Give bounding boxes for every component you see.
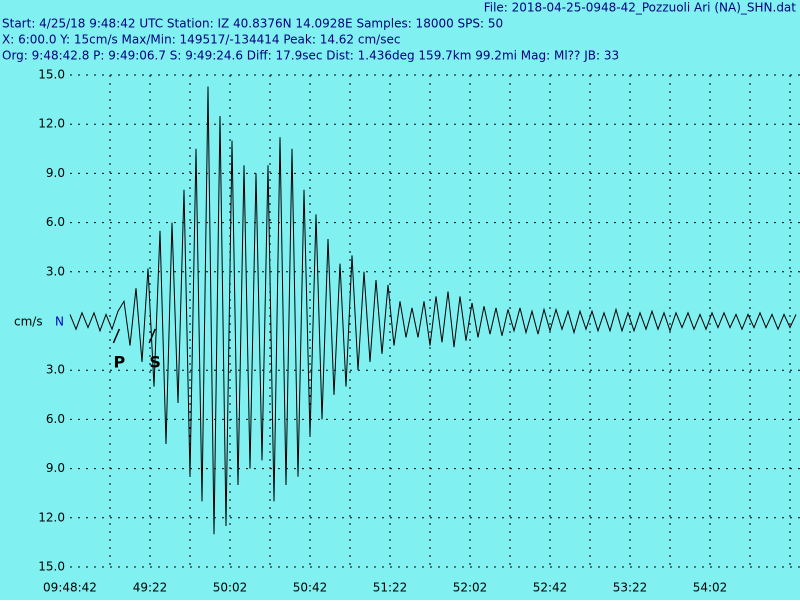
pick-marker [112, 328, 121, 344]
x-tick-label: 49:22 [133, 581, 168, 595]
y-tick-label: 3.0 [46, 264, 65, 278]
x-tick-label: 50:42 [293, 581, 328, 595]
origin-info: Org: 9:48:42.8 P: 9:49:06.7 S: 9:49:24.6… [2, 49, 619, 63]
scale-info: X: 6:00.0 Y: 15cm/s Max/Min: 149517/-134… [2, 33, 400, 47]
y-tick-label: 3.0 [46, 363, 65, 377]
pick-label: S [149, 353, 161, 372]
y-tick-label: 9.0 [46, 166, 65, 180]
x-tick-label: 09:48:42 [43, 581, 97, 595]
waveform [69, 86, 797, 535]
start-info: Start: 4/25/18 9:48:42 UTC Station: IZ 4… [2, 17, 503, 31]
x-tick-label: 54:02 [693, 581, 728, 595]
x-tick-label: 52:02 [453, 581, 488, 595]
y-tick-label: 6.0 [46, 412, 65, 426]
x-tick-label: 51:22 [373, 581, 408, 595]
x-tick-label: 50:02 [213, 581, 248, 595]
y-tick-label: 6.0 [46, 215, 65, 229]
file-name: File: 2018-04-25-0948-42_Pozzuoli Ari (N… [484, 1, 797, 15]
y-tick-label: 12.0 [38, 117, 65, 131]
pick-marker [148, 328, 156, 344]
y-tick-label: 9.0 [46, 461, 65, 475]
x-tick-label: 52:42 [533, 581, 568, 595]
y-axis-label: cm/s [14, 315, 43, 329]
y-tick-label: 12.0 [38, 510, 65, 524]
channel-label: N [55, 315, 64, 329]
x-tick-label: 53:22 [613, 581, 648, 595]
y-tick-label: 15.0 [38, 68, 65, 82]
y-tick-label: 15.0 [38, 560, 65, 574]
pick-label: P [114, 353, 126, 372]
